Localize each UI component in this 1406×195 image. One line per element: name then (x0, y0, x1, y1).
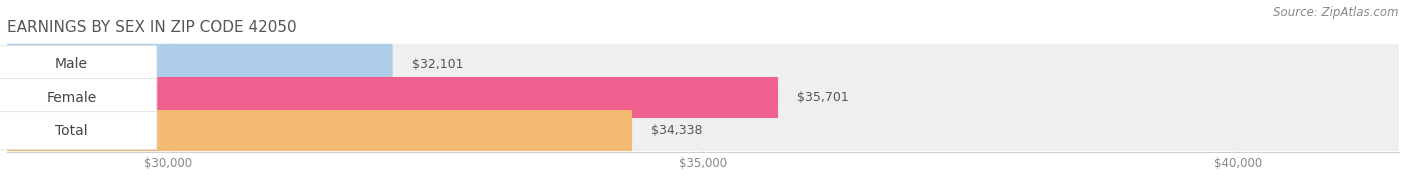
FancyBboxPatch shape (7, 110, 1399, 151)
Text: Female: Female (46, 90, 97, 105)
FancyBboxPatch shape (7, 44, 392, 85)
FancyBboxPatch shape (0, 112, 157, 149)
FancyBboxPatch shape (7, 110, 633, 151)
Text: $35,701: $35,701 (797, 91, 849, 104)
FancyBboxPatch shape (0, 46, 157, 83)
FancyBboxPatch shape (7, 77, 1399, 118)
Text: Source: ZipAtlas.com: Source: ZipAtlas.com (1274, 6, 1399, 19)
FancyBboxPatch shape (0, 79, 157, 116)
Text: EARNINGS BY SEX IN ZIP CODE 42050: EARNINGS BY SEX IN ZIP CODE 42050 (7, 20, 297, 35)
Text: Male: Male (55, 57, 87, 71)
FancyBboxPatch shape (7, 77, 778, 118)
Text: $34,338: $34,338 (651, 124, 703, 137)
Text: $32,101: $32,101 (412, 58, 464, 71)
Text: Total: Total (55, 124, 87, 138)
FancyBboxPatch shape (7, 44, 1399, 85)
